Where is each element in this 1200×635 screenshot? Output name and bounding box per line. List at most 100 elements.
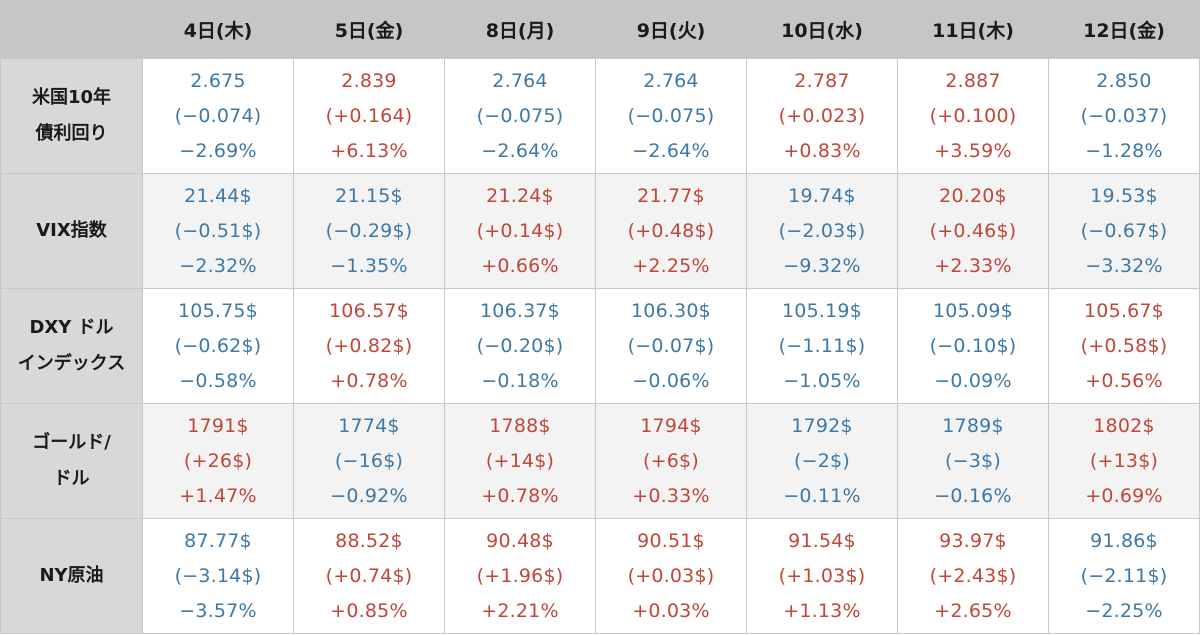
value-change: (+0.46$) [929,219,1017,242]
value-price: 19.53$ [1090,184,1158,207]
value-cell: 91.86$ (−2.11$) −2.25% [1048,518,1200,634]
value-change: (−0.075) [627,104,715,127]
value-cell: 105.19$ (−1.11$) −1.05% [746,288,898,404]
value-percent: −0.11% [783,484,861,507]
value-percent: +2.25% [632,254,710,277]
value-change: (−3.14$) [174,564,262,587]
table-row: 米国10年債利回り 2.675 (−0.074) −2.69% 2.839 (+0.164… [0,58,1200,174]
value-percent: −0.16% [934,484,1012,507]
value-cell: 2.887 (+0.100) +3.59% [897,58,1049,174]
day-header: 8日(月) [444,0,596,59]
value-percent: −0.09% [934,369,1012,392]
row-label-line: ドル [53,468,90,489]
table-row: DXY ドル インデックス 105.75$ (−0.62$) −0.58% 106.57$… [0,288,1200,404]
value-cell: 105.75$ (−0.62$) −0.58% [142,288,294,404]
value-price: 88.52$ [335,529,403,552]
value-change: (+0.48$) [627,219,715,242]
value-percent: +1.13% [783,599,861,622]
value-percent: +0.78% [481,484,559,507]
value-percent: −3.57% [179,599,257,622]
day-header: 5日(金) [293,0,445,59]
value-change: (+26$) [183,449,253,472]
value-cell: 93.97$ (+2.43$) +2.65% [897,518,1049,634]
header-row: 4日(木) 5日(金) 8日(月) 9日(火) 10日(水) 11日(木) 12… [0,0,1200,59]
value-cell: 88.52$ (+0.74$) +0.85% [293,518,445,634]
value-percent: +6.13% [330,139,408,162]
value-change: (+0.03$) [627,564,715,587]
value-price: 2.839 [341,69,397,92]
value-change: (+6$) [643,449,699,472]
value-change: (−0.67$) [1080,219,1168,242]
row-label: DXY ドル インデックス [0,288,143,404]
value-cell: 1774$ (−16$) −0.92% [293,403,445,519]
value-percent: −0.06% [632,369,710,392]
value-price: 1802$ [1093,414,1155,437]
value-percent: −3.32% [1085,254,1163,277]
value-cell: 90.48$ (+1.96$) +2.21% [444,518,596,634]
value-cell: 91.54$ (+1.03$) +1.13% [746,518,898,634]
value-percent: +2.33% [934,254,1012,277]
value-cell: 106.30$ (−0.07$) −0.06% [595,288,747,404]
value-percent: +1.47% [179,484,257,507]
value-change: (−0.074) [174,104,262,127]
value-change: (+0.164) [325,104,413,127]
value-price: 105.67$ [1084,299,1164,322]
value-percent: −1.28% [1085,139,1163,162]
value-percent: −2.69% [179,139,257,162]
row-label-line: DXY ドル [29,317,114,338]
value-percent: +0.83% [783,139,861,162]
table-row: ゴールド/ドル 1791$ (+26$) +1.47% 1774$ (−16$) −0.92… [0,403,1200,519]
value-cell: 1789$ (−3$) −0.16% [897,403,1049,519]
value-cell: 2.764 (−0.075) −2.64% [444,58,596,174]
value-change: (−0.075) [476,104,564,127]
value-price: 93.97$ [939,529,1007,552]
value-cell: 2.787 (+0.023) +0.83% [746,58,898,174]
value-price: 21.44$ [184,184,252,207]
value-price: 90.48$ [486,529,554,552]
row-label-line: 債利回り [35,123,108,144]
value-price: 19.74$ [788,184,856,207]
value-price: 91.86$ [1090,529,1158,552]
value-change: (−3$) [945,449,1001,472]
row-label-line: 米国10年 [31,87,112,108]
value-change: (+14$) [485,449,555,472]
value-cell: 2.850 (−0.037) −1.28% [1048,58,1200,174]
value-change: (−0.51$) [174,219,262,242]
value-price: 105.09$ [933,299,1013,322]
value-percent: −1.05% [783,369,861,392]
day-header: 12日(金) [1048,0,1200,59]
row-label-line: VIX指数 [36,220,107,241]
value-change: (−0.62$) [174,334,262,357]
value-cell: 106.57$ (+0.82$) +0.78% [293,288,445,404]
value-price: 1794$ [640,414,702,437]
value-change: (+0.58$) [1080,334,1168,357]
value-change: (−16$) [334,449,404,472]
value-change: (+1.96$) [476,564,564,587]
value-price: 2.764 [643,69,699,92]
corner-cell [0,0,143,59]
value-percent: −2.25% [1085,599,1163,622]
value-percent: −9.32% [783,254,861,277]
value-price: 1792$ [791,414,853,437]
value-price: 2.850 [1096,69,1152,92]
row-label-line: インデックス [17,353,126,374]
value-change: (−1.11$) [778,334,866,357]
value-cell: 19.53$ (−0.67$) −3.32% [1048,173,1200,289]
value-percent: +0.78% [330,369,408,392]
row-label: 米国10年債利回り [0,58,143,174]
value-price: 2.675 [190,69,246,92]
value-price: 106.30$ [631,299,711,322]
value-percent: +2.21% [481,599,559,622]
value-change: (−2.11$) [1080,564,1168,587]
value-change: (−0.037) [1080,104,1168,127]
value-price: 1789$ [942,414,1004,437]
value-percent: −1.35% [330,254,408,277]
value-price: 90.51$ [637,529,705,552]
value-change: (+2.43$) [929,564,1017,587]
table-row: NY原油 87.77$ (−3.14$) −3.57% 88.52$ (+0.74$) +0… [0,518,1200,634]
value-percent: −0.58% [179,369,257,392]
value-percent: +0.85% [330,599,408,622]
value-percent: +3.59% [934,139,1012,162]
value-cell: 21.15$ (−0.29$) −1.35% [293,173,445,289]
value-change: (+0.023) [778,104,866,127]
